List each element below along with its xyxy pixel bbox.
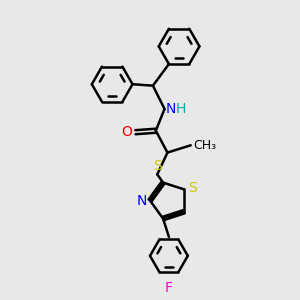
Text: H: H — [176, 102, 186, 116]
Text: CH₃: CH₃ — [193, 139, 216, 152]
Text: F: F — [165, 280, 173, 295]
Text: N: N — [166, 102, 176, 116]
Text: S: S — [188, 181, 197, 195]
Text: S: S — [153, 159, 162, 173]
Text: N: N — [136, 194, 146, 208]
Text: O: O — [121, 125, 132, 139]
